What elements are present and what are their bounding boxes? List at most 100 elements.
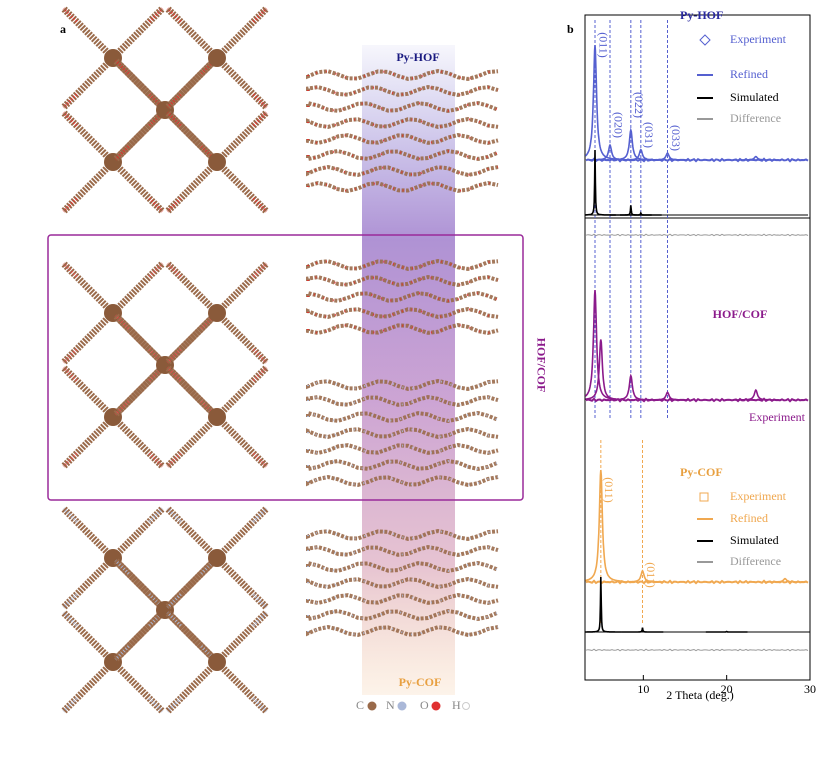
linker-edge xyxy=(62,611,78,627)
linker-edge xyxy=(114,59,130,75)
peak-label: (031) xyxy=(642,122,656,148)
linker-edge xyxy=(166,366,182,382)
linker-edge xyxy=(252,262,268,278)
linker xyxy=(61,506,116,561)
linker-edge xyxy=(252,111,268,127)
linker xyxy=(61,6,116,61)
linker xyxy=(110,506,165,561)
legend-marker xyxy=(699,492,709,502)
linker-edge xyxy=(252,7,268,23)
linker-edge xyxy=(62,262,78,278)
atom-dot xyxy=(397,701,407,711)
peak xyxy=(621,627,664,633)
linker-edge xyxy=(252,452,268,468)
linker-edge xyxy=(166,93,182,109)
legend-label: Refined xyxy=(730,67,768,81)
linker xyxy=(165,261,220,316)
node xyxy=(208,49,226,67)
peak xyxy=(584,44,616,160)
legend-label: Difference xyxy=(730,554,781,568)
linker xyxy=(61,610,116,665)
layer xyxy=(306,100,499,114)
node xyxy=(208,304,226,322)
linker xyxy=(214,6,269,61)
linker-edge xyxy=(252,593,268,609)
linker-edge xyxy=(114,645,130,661)
linker-edge xyxy=(166,452,182,468)
linker xyxy=(110,414,165,469)
x-tick-label: 20 xyxy=(721,682,733,696)
peak xyxy=(646,152,689,161)
linker-edge xyxy=(148,197,164,213)
x-tick-label: 30 xyxy=(804,682,816,696)
linker-edge xyxy=(252,697,268,713)
linker-edge xyxy=(166,348,182,364)
layer xyxy=(306,180,499,194)
node xyxy=(208,153,226,171)
linker-edge xyxy=(62,507,78,523)
legend-label: Simulated xyxy=(730,90,779,104)
linker-edge xyxy=(148,507,164,523)
panel-a: a Py-HOF HOF/COF Py-COF C N O H xyxy=(47,6,548,714)
linker-edge xyxy=(114,314,130,330)
legend-label: Difference xyxy=(730,111,781,125)
baseline xyxy=(585,648,809,652)
linker-edge xyxy=(252,366,268,382)
layer xyxy=(306,410,499,424)
framework xyxy=(61,261,269,469)
linker xyxy=(110,159,165,214)
peak xyxy=(585,339,622,401)
linker xyxy=(214,55,269,110)
linker xyxy=(61,310,116,365)
peak xyxy=(610,205,652,216)
layer xyxy=(306,608,499,622)
peak xyxy=(621,569,664,583)
peak xyxy=(620,211,662,216)
atom-legend: C N O H xyxy=(356,698,470,712)
linker xyxy=(61,365,116,420)
peak xyxy=(646,391,689,401)
legend-label: Experiment xyxy=(749,410,806,424)
linker-edge xyxy=(62,593,78,609)
linker-edge xyxy=(166,262,182,278)
atom-dot xyxy=(367,701,377,711)
linker-edge xyxy=(62,7,78,23)
linker xyxy=(61,110,116,165)
peak xyxy=(610,127,652,161)
linker xyxy=(61,261,116,316)
layer xyxy=(306,426,499,439)
panel-label: b xyxy=(567,22,574,36)
x-axis-label: 2 Theta (deg.) xyxy=(666,688,733,702)
linker-edge xyxy=(252,197,268,213)
legend-label: Refined xyxy=(730,511,768,525)
layer xyxy=(306,560,499,574)
linker-edge xyxy=(166,507,182,523)
linker-edge xyxy=(166,611,182,627)
layer xyxy=(306,458,499,472)
layer xyxy=(306,164,499,178)
layer xyxy=(306,322,499,336)
layer xyxy=(306,306,499,319)
linker-edge xyxy=(252,348,268,364)
linker xyxy=(165,659,220,714)
layer xyxy=(306,132,499,146)
linker xyxy=(110,659,165,714)
linker xyxy=(214,659,269,714)
linker xyxy=(214,555,269,610)
linker xyxy=(165,159,220,214)
peak-label: (011) xyxy=(596,32,610,58)
node xyxy=(208,549,226,567)
x-tick-label: 10 xyxy=(637,682,649,696)
linker-edge xyxy=(62,111,78,127)
linker-edge xyxy=(114,559,130,575)
atom: N xyxy=(386,698,395,712)
linker xyxy=(214,506,269,561)
layer xyxy=(306,544,499,558)
linker-edge xyxy=(148,262,164,278)
linker-edge xyxy=(166,7,182,23)
atom-dot xyxy=(431,701,441,711)
linker xyxy=(214,414,269,469)
legend-label: Experiment xyxy=(730,489,787,503)
layer xyxy=(306,394,499,408)
linker-edge xyxy=(166,593,182,609)
